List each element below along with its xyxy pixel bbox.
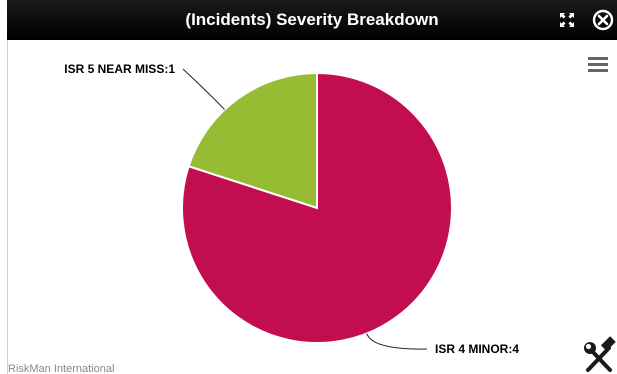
hammer-wrench-icon[interactable] — [582, 336, 616, 374]
data-label-connector — [182, 68, 225, 110]
hamburger-menu-icon[interactable] — [588, 56, 608, 72]
close-icon[interactable] — [592, 9, 614, 31]
widget-title: (Incidents) Severity Breakdown — [185, 10, 439, 29]
footer-credit: RiskMan International — [8, 363, 115, 374]
data-label-connector — [366, 333, 428, 350]
expand-icon[interactable] — [558, 11, 576, 29]
widget-titlebar: (Incidents) Severity Breakdown — [7, 0, 617, 40]
data-label: ISR 4 MINOR:4 — [435, 342, 519, 356]
widget-border — [7, 40, 8, 374]
data-label: ISR 5 NEAR MISS:1 — [64, 62, 175, 76]
pie-slice-isr-4-minor[interactable] — [181, 71, 453, 344]
severity-pie-chart: ISR 5 NEAR MISS:1 ISR 4 MINOR:4 — [64, 62, 519, 356]
pie-slice-isr-5-near-miss[interactable] — [187, 71, 318, 210]
